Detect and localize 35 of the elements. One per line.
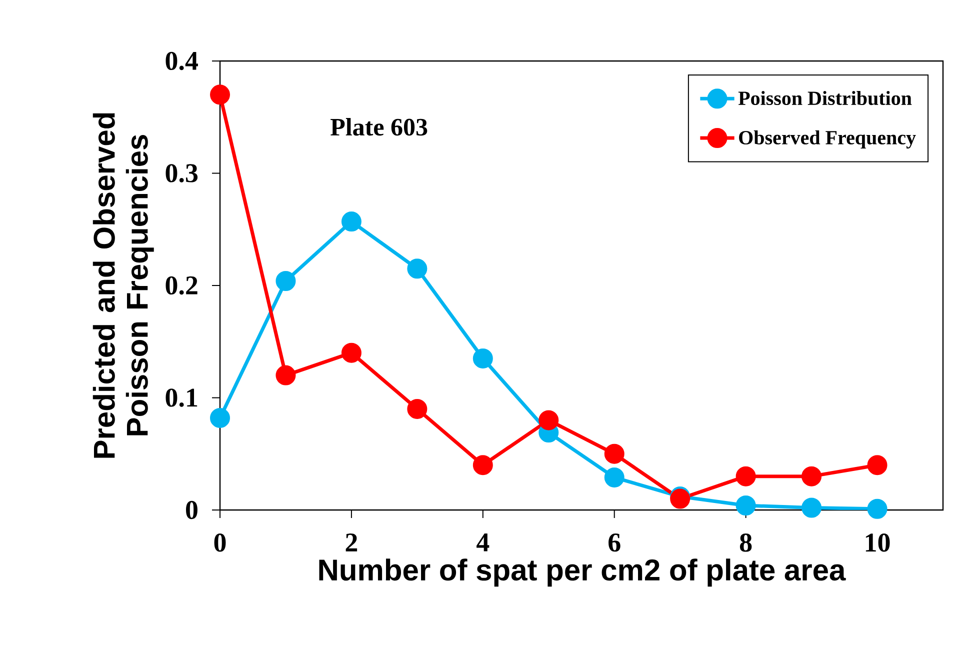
point: [867, 498, 888, 519]
point: [210, 408, 230, 428]
point: [736, 466, 756, 486]
legend-label: Observed Frequency: [739, 130, 916, 149]
point: [407, 398, 428, 419]
x-tick-label: 2: [346, 534, 358, 552]
point: [604, 444, 624, 464]
x-tick-label: 8: [740, 534, 752, 552]
x-tick-label: 0: [214, 534, 226, 552]
point: [276, 365, 296, 386]
point: [210, 84, 230, 105]
y-tick-label: 0: [186, 500, 198, 520]
point: [538, 410, 559, 430]
x-axis-title: Number of spat per cm2 of plate area: [319, 558, 846, 587]
point: [472, 348, 493, 368]
point: [341, 342, 362, 363]
text: Plate 603: [330, 118, 428, 136]
point: [407, 258, 428, 279]
point: [802, 498, 822, 518]
y-tick-label: 0.1: [166, 388, 198, 407]
x-tick-label: 6: [608, 534, 620, 552]
point: [604, 467, 624, 488]
point: [736, 496, 756, 516]
x-tick-label: 10: [866, 534, 890, 552]
point: [276, 271, 296, 291]
point: [867, 455, 888, 476]
y-tick-label: 0.2: [166, 276, 198, 295]
y-tick-label: 0.3: [166, 164, 198, 182]
y-axis-title: Predicted and Observed Poisson Frequencies: [92, 113, 154, 458]
legend-label: Poisson Distribution: [738, 90, 912, 106]
x-tick-label: 4: [476, 534, 490, 552]
y-tick-label: 0.4: [166, 52, 198, 70]
point: [802, 466, 822, 486]
point: [472, 455, 493, 476]
point: [341, 212, 362, 232]
